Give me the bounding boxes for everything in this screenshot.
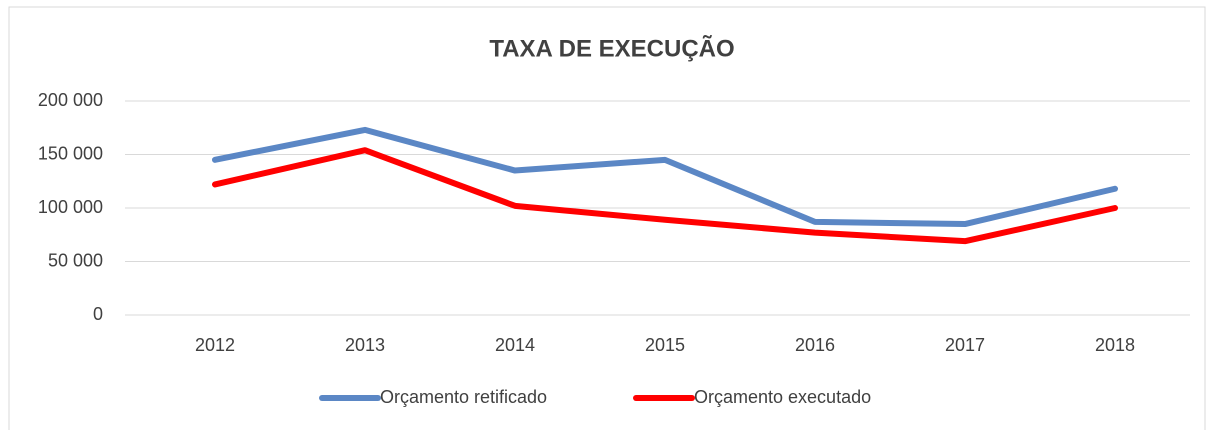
chart-title: TAXA DE EXECUÇÃO	[489, 34, 734, 62]
chart-frame	[8, 6, 1206, 430]
y-tick-label: 150 000	[38, 143, 103, 163]
line-series	[212, 147, 1118, 245]
legend-label: Orçamento retificado	[380, 387, 547, 407]
x-tick-label: 2016	[795, 335, 835, 355]
line-series	[212, 126, 1118, 228]
x-tick-label: 2012	[195, 335, 235, 355]
x-tick-label: 2018	[1095, 335, 1135, 355]
y-tick-label: 0	[93, 304, 103, 324]
x-tick-label: 2017	[945, 335, 985, 355]
y-tick-label: 100 000	[38, 197, 103, 217]
x-tick-label: 2015	[645, 335, 685, 355]
x-tick-label: 2014	[495, 335, 535, 355]
y-tick-label: 200 000	[38, 90, 103, 110]
y-tick-label: 50 000	[48, 250, 103, 270]
legend-label: Orçamento executado	[694, 387, 871, 407]
x-tick-label: 2013	[345, 335, 385, 355]
